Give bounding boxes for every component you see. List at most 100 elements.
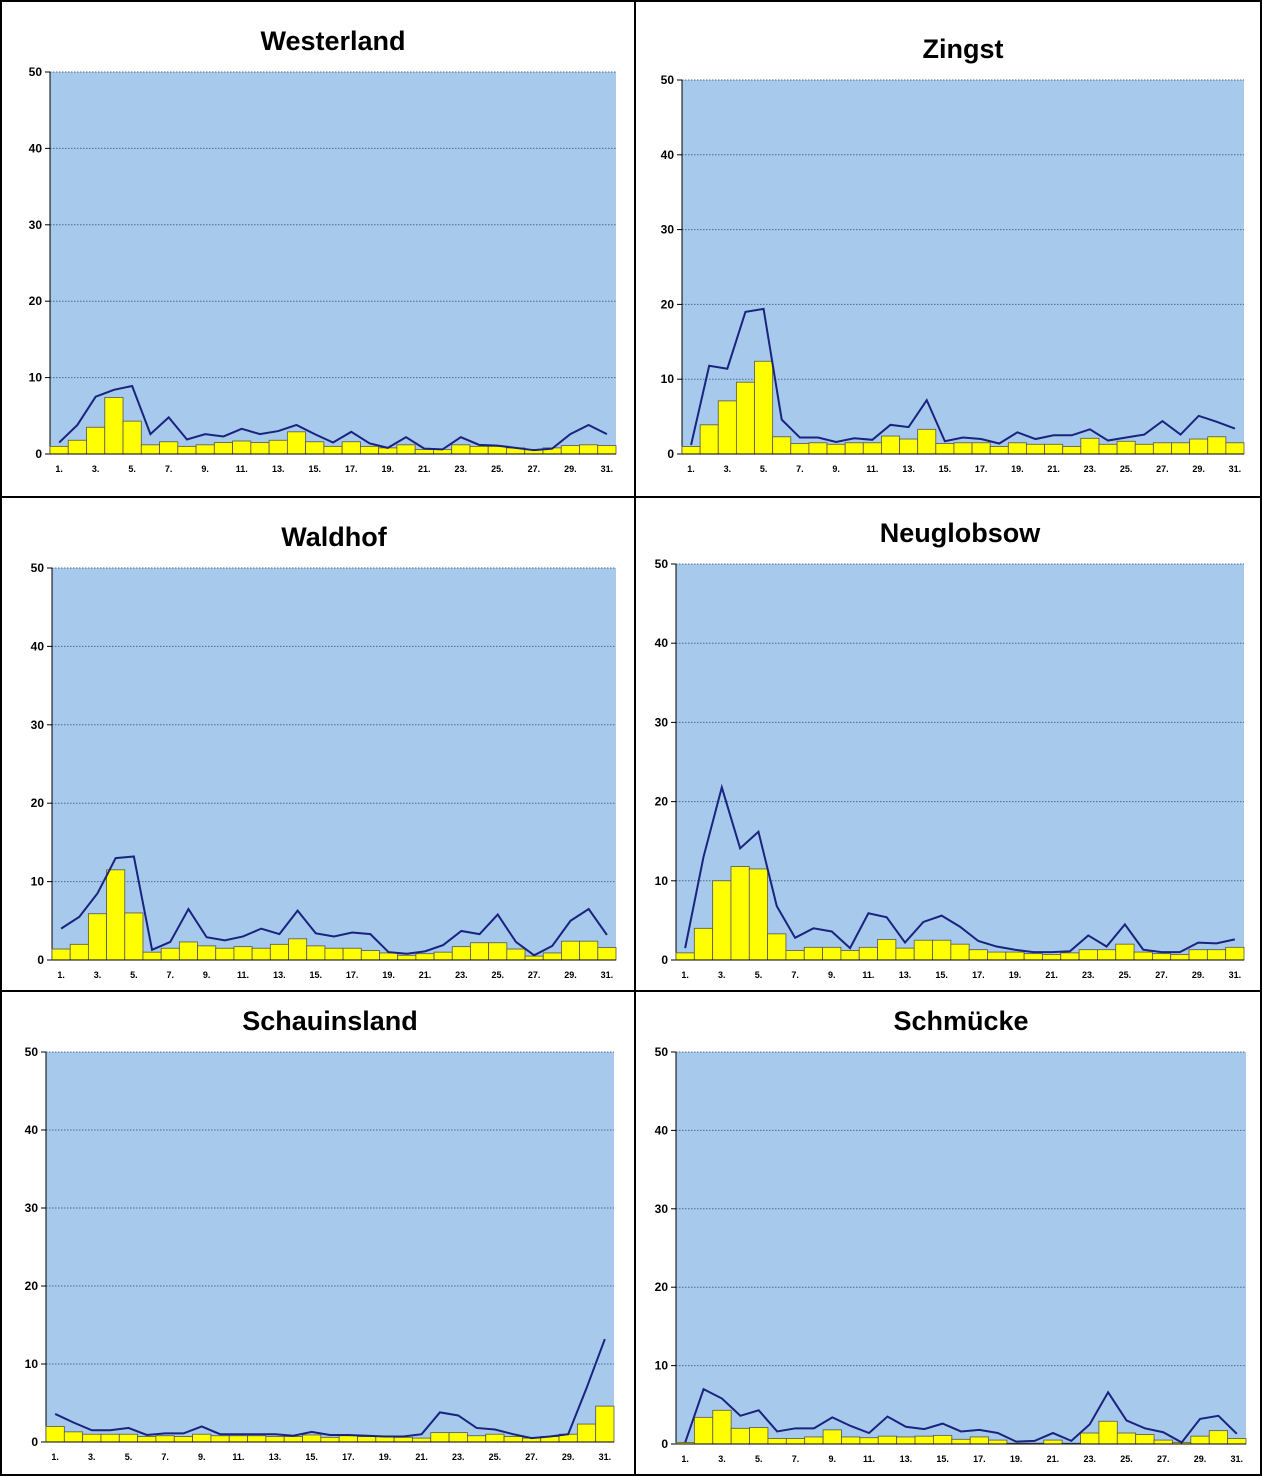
y-tick-label: 40 — [661, 148, 675, 162]
bar — [773, 437, 791, 454]
bar — [881, 436, 899, 454]
x-tick-label: 1. — [55, 464, 63, 474]
x-tick-label: 13. — [273, 970, 286, 980]
bar — [141, 445, 159, 454]
bar — [343, 948, 361, 960]
bar — [1079, 950, 1097, 960]
bar — [119, 1434, 137, 1442]
bar — [360, 446, 378, 454]
x-tick-label: 27. — [528, 970, 541, 980]
x-tick-label: 19. — [382, 464, 395, 474]
bar — [306, 442, 324, 454]
bar — [827, 444, 845, 454]
bar — [234, 947, 252, 960]
bar — [1134, 952, 1152, 960]
y-tick-label: 0 — [31, 1435, 38, 1449]
bar — [755, 361, 773, 454]
chart-title: Schauinsland — [242, 1006, 418, 1036]
y-tick-label: 0 — [661, 1437, 668, 1451]
bar — [252, 948, 270, 960]
y-tick-label: 40 — [655, 636, 669, 650]
bar — [579, 445, 597, 454]
bar — [1081, 1433, 1099, 1444]
bar — [1152, 954, 1170, 960]
chart-svg: Neuglobsow010203040501. 3. 5. 7. 9. 11. 13. 15.… — [636, 498, 1260, 990]
x-tick-label: 23. — [455, 970, 468, 980]
y-tick-label: 10 — [25, 1357, 39, 1371]
bar — [357, 1437, 375, 1442]
x-tick-label: 25. — [1120, 464, 1133, 474]
bar — [211, 1436, 229, 1442]
x-tick-label: 25. — [1119, 970, 1132, 980]
chart-title: Waldhof — [281, 522, 387, 552]
bar — [1044, 1440, 1062, 1444]
bar — [1006, 952, 1024, 960]
bar — [179, 942, 197, 960]
bar — [1208, 437, 1226, 454]
x-tick-label: 1. — [57, 970, 65, 980]
y-tick-label: 20 — [29, 294, 43, 308]
bar — [105, 397, 123, 454]
bar — [101, 1434, 119, 1442]
x-tick-label: 13. — [900, 1454, 913, 1464]
bar — [507, 949, 525, 960]
x-tick-label: 27. — [1157, 1454, 1170, 1464]
x-tick-label: 21. — [418, 464, 431, 474]
x-tick-label: 23. — [452, 1452, 465, 1462]
x-tick-label: 31. — [1231, 1454, 1244, 1464]
x-tick-label: 17. — [972, 970, 985, 980]
bar — [1153, 443, 1171, 454]
bar — [694, 928, 712, 960]
x-tick-label: 15. — [305, 1452, 318, 1462]
bar — [486, 1434, 504, 1442]
x-tick-label: 19. — [379, 1452, 392, 1462]
y-tick-label: 40 — [655, 1123, 669, 1137]
x-tick-label: 5. — [755, 970, 763, 980]
x-tick-label: 19. — [382, 970, 395, 980]
bar — [123, 421, 141, 454]
bar — [160, 442, 178, 454]
x-tick-label: 5. — [755, 1454, 763, 1464]
bar — [682, 447, 700, 454]
x-tick-label: 17. — [346, 970, 359, 980]
bar — [325, 948, 343, 960]
y-tick-label: 30 — [29, 218, 43, 232]
bar — [1061, 953, 1079, 960]
x-tick-label: 21. — [1045, 970, 1058, 980]
bar — [416, 954, 434, 960]
bar — [68, 440, 86, 454]
x-tick-label: 19. — [1009, 970, 1022, 980]
y-tick-label: 50 — [661, 73, 675, 87]
bar — [83, 1434, 101, 1442]
bar — [412, 1438, 430, 1442]
bar — [936, 444, 954, 454]
x-tick-label: 31. — [601, 464, 614, 474]
bar — [1099, 1421, 1117, 1444]
chart-panel: Schauinsland 0 10 20 30 40 50 1. 3. 5. 7. 9. 11. 13. 1… — [0, 990, 636, 1476]
x-tick-label: 3. — [718, 1454, 726, 1464]
x-tick-label: 27. — [1156, 464, 1169, 474]
bar — [397, 445, 415, 454]
chart-svg: Waldhof010203040501. 3. 5. 7. 9. 11. 13. 15. 17.… — [2, 498, 634, 990]
bar — [989, 1440, 1007, 1444]
bar — [251, 443, 269, 454]
x-tick-label: 21. — [1047, 464, 1060, 474]
bar — [1116, 944, 1134, 960]
bar — [859, 947, 877, 960]
x-tick-label: 23. — [1082, 970, 1095, 980]
chart-panel: Schmücke 0 10 20 30 40 50 1. 3. 5. 7. 9. 11. 13. 15. 17… — [634, 990, 1262, 1476]
x-tick-label: 23. — [455, 464, 468, 474]
x-tick-label: 9. — [198, 1452, 206, 1462]
bar — [750, 1428, 768, 1444]
x-tick-label: 19. — [1011, 464, 1024, 474]
bar — [1136, 1435, 1154, 1444]
x-tick-label: 11. — [232, 1452, 244, 1462]
x-tick-label: 11. — [862, 970, 874, 980]
bar — [786, 950, 804, 960]
bar — [178, 446, 196, 454]
x-tick-label: 29. — [564, 464, 577, 474]
bar — [823, 947, 841, 960]
bar — [50, 446, 68, 454]
bar — [804, 947, 822, 960]
bar — [1063, 447, 1081, 454]
